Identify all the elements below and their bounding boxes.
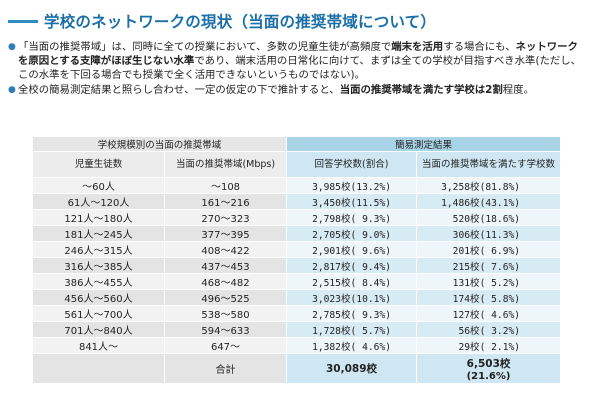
table-body: ～60人 ～108 3,985校(13.2%) 3,258校(81.8%) 61人～12… (32, 177, 562, 354)
table-row: ～60人 ～108 3,985校(13.2%) 3,258校(81.8%) (32, 177, 562, 194)
cell-bandwidth: 468～482 (163, 273, 288, 290)
cell-students: ～60人 (32, 177, 165, 194)
cell-bandwidth: 408～422 (163, 241, 288, 258)
cell-meets: 56校( 3.2%) (416, 321, 562, 338)
table-row: 386人～455人 468～482 2,515校( 8.4%) 131校( 5.2%) (32, 273, 562, 290)
bullet-text-2: 全校の簡易測定結果と照らし合わせ、一定の仮定の下で推計すると、当面の推奨帯域を満… (18, 84, 534, 96)
cell-bandwidth: 647～ (163, 337, 288, 354)
table-row: 561人～700人 538～580 2,785校( 9.3%) 127校( 4.6%) (32, 305, 562, 322)
cell-meets: 1,486校(43.1%) (416, 193, 562, 210)
table-row: 181人～245人 377～395 2,705校( 9.0%) 306校(11.3%) (32, 225, 562, 242)
total-label: 合計 (163, 353, 288, 384)
cell-meets: 127校( 4.6%) (416, 305, 562, 322)
bullet-item-1: ● 「当面の推奨帯域」は、同時に全ての授業において、多数の児童生徒が高頻度で端末… (8, 40, 582, 82)
table-row: 246人～315人 408～422 2,901校( 9.6%) 201校( 6.9%) (32, 241, 562, 258)
header-group-measurement: 簡易測定結果 (286, 136, 562, 152)
table-row: 841人～ 647～ 1,382校( 4.6%) 29校( 2.1%) (32, 337, 562, 354)
cell-responses: 2,785校( 9.3%) (286, 305, 418, 322)
header-bandwidth: 当面の推奨帯域(Mbps) (163, 151, 288, 178)
cell-bandwidth: ～108 (163, 177, 288, 194)
table-row: 701人～840人 594～633 1,728校( 5.7%) 56校( 3.2%) (32, 321, 562, 338)
cell-students: 61人～120人 (32, 193, 165, 210)
header-responses: 回答学校数(割合) (286, 151, 418, 178)
cell-bandwidth: 496～525 (163, 289, 288, 306)
cell-bandwidth: 161～216 (163, 193, 288, 210)
header-students: 児童生徒数 (32, 151, 165, 178)
cell-meets: 306校(11.3%) (416, 225, 562, 242)
total-meets-cell: 6,503校 (21.6%) (416, 353, 562, 384)
table-row: 316人～385人 437～453 2,817校( 9.4%) 215校( 7.6%) (32, 257, 562, 274)
cell-bandwidth: 437～453 (163, 257, 288, 274)
bandwidth-table-wrap: 学校規模別の当面の推奨帯域 簡易測定結果 児童生徒数 当面の推奨帯域(Mbps)… (31, 136, 562, 404)
cell-meets: 29校( 2.1%) (416, 337, 562, 354)
total-meets: 6,503校 (466, 357, 511, 370)
bullet-dot-icon: ● (8, 42, 16, 52)
page-title: 学校のネットワークの現状（当面の推奨帯域について） (44, 13, 437, 31)
cell-meets: 3,258校(81.8%) (416, 177, 562, 194)
table-row: 456人～560人 496～525 3,023校(10.1%) 174校( 5.8%) (32, 289, 562, 306)
cell-bandwidth: 270～323 (163, 209, 288, 226)
bullet-text-1: 「当面の推奨帯域」は、同時に全ての授業において、多数の児童生徒が高頻度で端末を活… (18, 41, 582, 81)
cell-students: 386人～455人 (32, 273, 165, 290)
total-empty-cell (32, 353, 165, 384)
table-row: 61人～120人 161～216 3,450校(11.5%) 1,486校(43.1%… (32, 193, 562, 210)
cell-students: 181人～245人 (32, 225, 165, 242)
cell-responses: 2,901校( 9.6%) (286, 241, 418, 258)
cell-students: 246人～315人 (32, 241, 165, 258)
table-row: 121人～180人 270～323 2,798校( 9.3%) 520校(18.6%) (32, 209, 562, 226)
bandwidth-table: 学校規模別の当面の推奨帯域 簡易測定結果 児童生徒数 当面の推奨帯域(Mbps)… (31, 136, 562, 384)
cell-responses: 3,450校(11.5%) (286, 193, 418, 210)
cell-meets: 131校( 5.2%) (416, 273, 562, 290)
cell-meets: 215校( 7.6%) (416, 257, 562, 274)
total-row: 合計 30,089校 6,503校 (21.6%) (32, 353, 562, 384)
cell-responses: 2,515校( 8.4%) (286, 273, 418, 290)
cell-students: 701人～840人 (32, 321, 165, 338)
cell-meets: 201校( 6.9%) (416, 241, 562, 258)
header-group-school-size: 学校規模別の当面の推奨帯域 (31, 136, 288, 152)
cell-students: 316人～385人 (32, 257, 165, 274)
cell-responses: 1,382校( 4.6%) (286, 337, 418, 354)
bullet-dot-icon: ● (8, 85, 16, 95)
total-meets-pct: (21.6%) (466, 370, 511, 382)
cell-responses: 2,798校( 9.3%) (286, 209, 418, 226)
bullet-list: ● 「当面の推奨帯域」は、同時に全ての授業において、多数の児童生徒が高頻度で端末… (8, 40, 582, 98)
cell-bandwidth: 377～395 (163, 225, 288, 242)
cell-responses: 3,985校(13.2%) (286, 177, 418, 194)
cell-responses: 1,728校( 5.7%) (286, 321, 418, 338)
bullet-item-2: ● 全校の簡易測定結果と照らし合わせ、一定の仮定の下で推計すると、当面の推奨帯域… (8, 83, 582, 97)
cell-meets: 174校( 5.8%) (416, 289, 562, 306)
cell-responses: 3,023校(10.1%) (286, 289, 418, 306)
cell-bandwidth: 538～580 (163, 305, 288, 322)
cell-students: 456人～560人 (32, 289, 165, 306)
cell-students: 841人～ (32, 337, 165, 354)
cell-bandwidth: 594～633 (163, 321, 288, 338)
cell-meets: 520校(18.6%) (416, 209, 562, 226)
header-meets: 当面の推奨帯域を満たす学校数 (416, 151, 562, 178)
cell-responses: 2,705校( 9.0%) (286, 225, 418, 242)
total-responses: 30,089校 (286, 353, 418, 384)
title-row: 学校のネットワークの現状（当面の推奨帯域について） (8, 8, 582, 34)
title-rule (8, 19, 38, 23)
cell-students: 121人～180人 (32, 209, 165, 226)
cell-responses: 2,817校( 9.4%) (286, 257, 418, 274)
cell-students: 561人～700人 (32, 305, 165, 322)
